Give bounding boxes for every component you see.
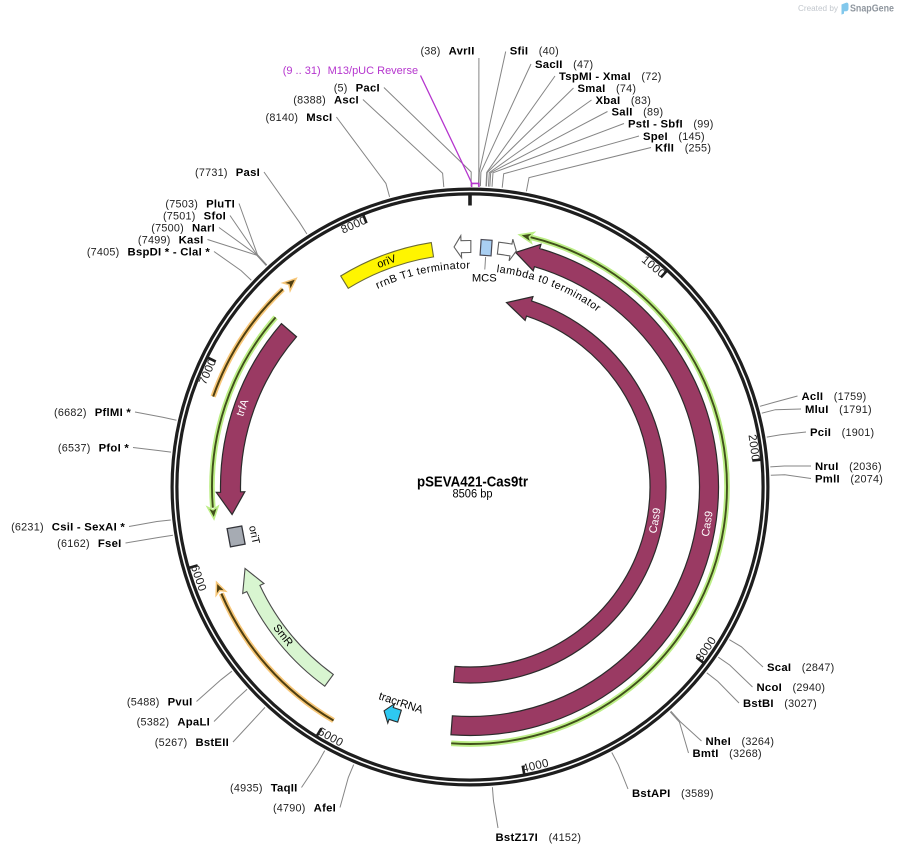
- svg-text:4000: 4000: [521, 756, 550, 775]
- svg-text:SnapGene: SnapGene: [850, 4, 894, 15]
- svg-text:(6537)PfoI *: (6537) PfoI *: [58, 443, 129, 455]
- svg-text:(38)AvrII: (38) AvrII: [420, 45, 474, 57]
- svg-text:SmaI(74): SmaI (74): [578, 83, 637, 95]
- svg-text:ScaI(2847): ScaI (2847): [767, 662, 834, 674]
- svg-text:(6682)PflMI *: (6682) PflMI *: [54, 407, 131, 419]
- svg-text:NruI(2036): NruI (2036): [815, 461, 882, 473]
- svg-text:oriT: oriT: [246, 525, 262, 546]
- svg-text:(4935)TaqII: (4935) TaqII: [230, 783, 298, 795]
- svg-text:MCS: MCS: [472, 273, 497, 285]
- svg-text:(7499)KasI: (7499) KasI: [138, 235, 204, 247]
- svg-text:SpeI(145): SpeI (145): [643, 131, 705, 143]
- svg-text:(5)PacI: (5) PacI: [334, 83, 380, 95]
- svg-text:(5382)ApaLI: (5382) ApaLI: [137, 717, 210, 729]
- svg-text:(6231)CsiI - SexAI *: (6231) CsiI - SexAI *: [11, 522, 125, 534]
- svg-text:KflI(255): KflI (255): [655, 143, 711, 155]
- svg-text:NheI(3264): NheI (3264): [706, 736, 775, 748]
- svg-text:PmlI(2074): PmlI (2074): [815, 474, 883, 486]
- svg-text:XbaI(83): XbaI (83): [596, 95, 652, 107]
- svg-text:(7503)PluTI: (7503) PluTI: [165, 199, 235, 211]
- svg-text:(8388)AscI: (8388) AscI: [293, 95, 359, 107]
- svg-text:BstZ17I(4152): BstZ17I (4152): [496, 832, 582, 844]
- svg-text:trfA: trfA: [234, 397, 251, 418]
- svg-text:Cas9: Cas9: [700, 510, 716, 537]
- svg-text:8506 bp: 8506 bp: [453, 487, 493, 501]
- svg-text:SfiI(40): SfiI (40): [510, 45, 559, 57]
- svg-text:(7500)NarI: (7500) NarI: [151, 223, 215, 235]
- svg-text:(8140)MscI: (8140) MscI: [266, 112, 333, 124]
- svg-text:(7501)SfoI: (7501) SfoI: [163, 211, 226, 223]
- svg-text:pSEVA421-Cas9tr: pSEVA421-Cas9tr: [417, 473, 528, 490]
- svg-text:(7731)PasI: (7731) PasI: [195, 167, 260, 179]
- svg-text:(7405)BspDI * - ClaI *: (7405) BspDI * - ClaI *: [87, 247, 211, 259]
- svg-text:Cas9: Cas9: [647, 507, 663, 534]
- svg-text:NcoI(2940): NcoI (2940): [757, 682, 826, 694]
- svg-text:MluI(1791): MluI (1791): [805, 404, 872, 416]
- svg-text:BmtI(3268): BmtI (3268): [693, 748, 762, 760]
- svg-text:(4790)AfeI: (4790) AfeI: [273, 803, 336, 815]
- svg-text:SalI(89): SalI (89): [612, 107, 664, 119]
- svg-text:(9 .. 31)M13/pUC Reverse: (9 .. 31) M13/pUC Reverse: [283, 65, 418, 77]
- svg-text:BstBI(3027): BstBI (3027): [743, 698, 817, 710]
- svg-text:BstAPI(3589): BstAPI (3589): [632, 788, 714, 800]
- svg-text:(5267)BstEII: (5267) BstEII: [155, 737, 229, 749]
- svg-text:TspMI - XmaI(72): TspMI - XmaI (72): [559, 71, 662, 83]
- svg-text:Created by: Created by: [798, 4, 839, 13]
- svg-text:PciI(1901): PciI (1901): [810, 427, 874, 439]
- svg-text:2000: 2000: [746, 434, 763, 463]
- svg-text:SacII(47): SacII (47): [535, 59, 593, 71]
- svg-text:PstI - SbfI(99): PstI - SbfI (99): [628, 119, 714, 131]
- svg-text:AclI(1759): AclI (1759): [802, 391, 867, 403]
- svg-text:(5488)PvuI: (5488) PvuI: [127, 697, 193, 709]
- svg-text:(6162)FseI: (6162) FseI: [57, 538, 121, 550]
